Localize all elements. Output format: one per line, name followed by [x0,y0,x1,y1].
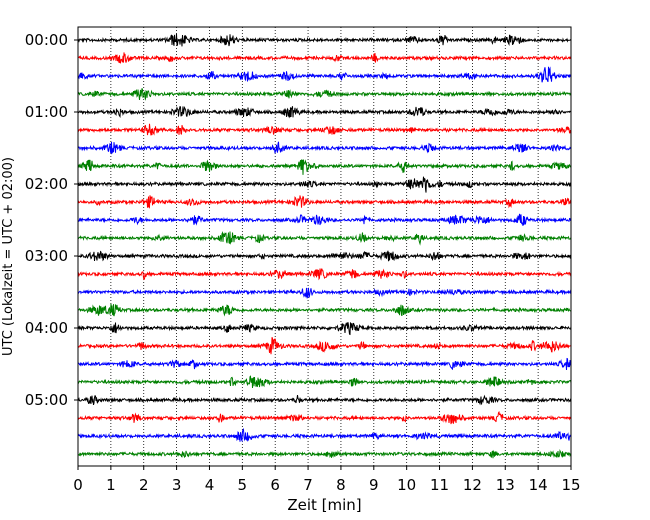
y-tick-label: 03:00 [25,247,68,265]
x-tick-label: 9 [369,476,379,494]
trace-line [77,213,572,226]
x-tick-label: 0 [73,476,83,494]
trace-line [77,159,572,175]
y-axis-label: UTC (Lokalzeit = UTC + 02:00) [1,157,16,356]
trace-line [77,231,572,246]
x-tick-label: 3 [172,476,182,494]
y-tick-label: 05:00 [25,391,68,409]
y-tick-label: 01:00 [25,103,68,121]
trace-line [77,322,572,336]
trace-line [77,66,572,83]
trace-line [77,394,572,406]
trace-line [77,427,572,443]
trace-line [77,449,572,459]
trace-line [77,287,572,299]
y-axis-ticks: 00:00 01:00 02:00 03:00 04:00 05:00 [25,31,78,409]
trace-line [77,357,572,371]
x-tick-label: 5 [238,476,248,494]
x-tick-label: 1 [106,476,116,494]
x-tick-label: 12 [463,476,482,494]
trace-line [77,52,571,64]
x-axis-ticks: 0 1 2 3 4 5 6 7 8 9 10 11 12 13 14 15 [73,466,581,494]
y-tick-label: 02:00 [25,175,68,193]
plot-frame [77,26,572,467]
trace-line [77,303,572,317]
x-tick-label: 8 [336,476,346,494]
y-tick-label: 00:00 [25,31,68,49]
trace-line [77,141,572,155]
grid-lines [110,27,539,466]
trace-line [77,123,572,136]
trace-line [77,88,572,101]
trace-line [77,375,572,389]
x-tick-label: 10 [397,476,416,494]
x-tick-label: 13 [496,476,515,494]
seismogram-traces [77,33,572,459]
trace-line [77,410,572,425]
trace-line [77,176,572,193]
trace-line [77,268,572,281]
trace-line [77,337,572,355]
trace-line [77,195,572,209]
trace-line [77,33,572,47]
x-tick-label: 4 [205,476,215,494]
x-tick-label: 7 [303,476,313,494]
y-tick-label: 04:00 [25,319,68,337]
trace-line [77,105,572,119]
x-tick-label: 2 [139,476,149,494]
trace-line [77,250,572,262]
x-tick-label: 15 [561,476,580,494]
x-axis-label: Zeit [min] [287,496,361,514]
x-tick-label: 11 [430,476,449,494]
x-tick-label: 6 [270,476,280,494]
x-tick-label: 14 [529,476,548,494]
